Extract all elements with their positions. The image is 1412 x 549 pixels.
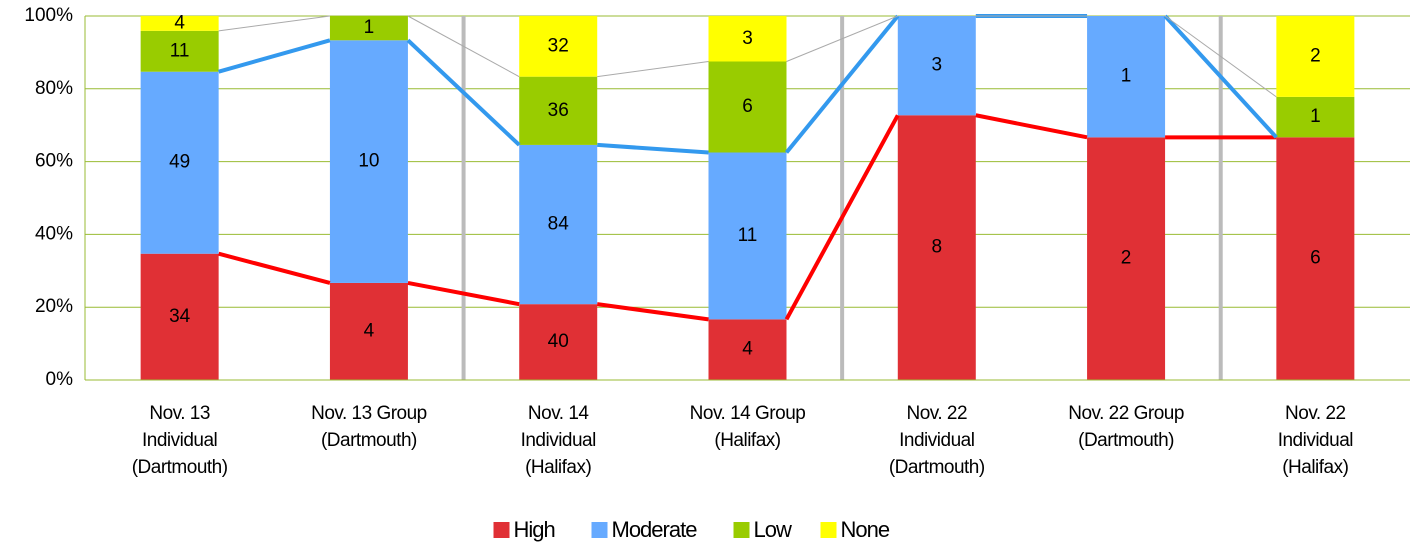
x-tick-label: Nov. 13 Individual (Dartmouth) — [131, 403, 228, 478]
bar-segment — [519, 144, 598, 305]
series-line — [1163, 14, 1278, 139]
x-tick-label: Nov. 22 Individual (Dartmouth) — [888, 403, 985, 478]
bar-segment — [329, 282, 408, 380]
data-label: 3 — [742, 28, 753, 49]
series-line — [786, 15, 898, 62]
bar-segment — [1276, 16, 1355, 97]
data-label: 36 — [548, 100, 569, 121]
x-tick-label: Nov. 14 Individual (Halifax) — [520, 403, 597, 478]
data-label: 4 — [364, 320, 375, 341]
series-line — [784, 114, 900, 321]
bar-segment — [708, 152, 787, 320]
y-tick-label: 20% — [35, 296, 73, 317]
bar-segment — [708, 16, 787, 62]
data-label: 6 — [1310, 248, 1321, 269]
bar-segment — [519, 76, 598, 145]
data-label: 8 — [931, 237, 942, 258]
data-label: 2 — [1121, 248, 1132, 269]
bar-segment — [1087, 16, 1166, 138]
data-label: 3 — [931, 55, 942, 76]
data-label: 1 — [1310, 106, 1321, 127]
bar-segment — [140, 253, 219, 380]
data-label: 40 — [548, 331, 569, 352]
data-label: 11 — [170, 40, 190, 61]
legend-swatch — [733, 522, 750, 538]
series-line — [218, 251, 331, 285]
bar-segment — [708, 319, 787, 380]
x-tick-label: Nov. 22 Group (Dartmouth) — [1068, 403, 1184, 451]
legend-label: None — [841, 517, 890, 542]
series-line — [596, 302, 709, 322]
data-label: 84 — [548, 214, 570, 235]
data-label: 49 — [169, 152, 190, 173]
series-line — [407, 280, 520, 307]
y-tick-label: 60% — [35, 151, 73, 172]
legend-swatch — [820, 522, 837, 538]
data-label: 11 — [738, 225, 758, 246]
data-label: 4 — [742, 339, 753, 360]
bar-segment — [140, 71, 219, 254]
series-line — [406, 38, 521, 147]
series-line — [975, 113, 1088, 140]
bar-segment — [1276, 96, 1355, 138]
legend-label: Low — [754, 517, 792, 542]
series-line — [407, 15, 520, 78]
y-tick-label: 80% — [35, 78, 73, 99]
bar-segment — [329, 16, 408, 41]
bar-segment — [1276, 137, 1355, 380]
x-tick-label: Nov. 13 Group (Dartmouth) — [311, 403, 427, 451]
data-label: 32 — [548, 35, 569, 56]
series-line — [218, 38, 331, 74]
data-label: 6 — [742, 96, 753, 117]
legend-swatch — [493, 522, 510, 538]
data-label: 10 — [358, 151, 379, 172]
series-line — [597, 61, 709, 78]
bar-segment — [519, 304, 598, 380]
series-line — [784, 14, 900, 154]
data-label: 4 — [174, 12, 185, 33]
y-tick-label: 100% — [24, 5, 73, 26]
bar-segment — [140, 16, 219, 31]
bar-segment — [897, 16, 976, 116]
x-tick-label: Nov. 14 Group (Halifax) — [689, 403, 806, 451]
y-tick-label: 40% — [35, 223, 73, 244]
series-line — [597, 142, 709, 155]
x-tick-label: Nov. 22 Individual (Halifax) — [1277, 403, 1354, 478]
y-tick-label: 0% — [46, 369, 74, 390]
bar-segment — [329, 40, 408, 283]
data-label: 34 — [169, 306, 191, 327]
legend-label: Moderate — [612, 517, 698, 542]
series-line — [1164, 15, 1277, 98]
legend-label: High — [514, 517, 555, 542]
bar-segment — [1087, 137, 1166, 380]
legend-swatch — [591, 522, 608, 538]
data-label: 2 — [1310, 45, 1321, 66]
bar-segment — [140, 30, 219, 72]
data-label: 1 — [364, 17, 375, 38]
bar-segment — [897, 115, 976, 380]
series-line — [218, 15, 330, 32]
data-label: 1 — [1121, 66, 1132, 87]
bar-segment — [708, 61, 787, 153]
bar-segment — [519, 16, 598, 77]
